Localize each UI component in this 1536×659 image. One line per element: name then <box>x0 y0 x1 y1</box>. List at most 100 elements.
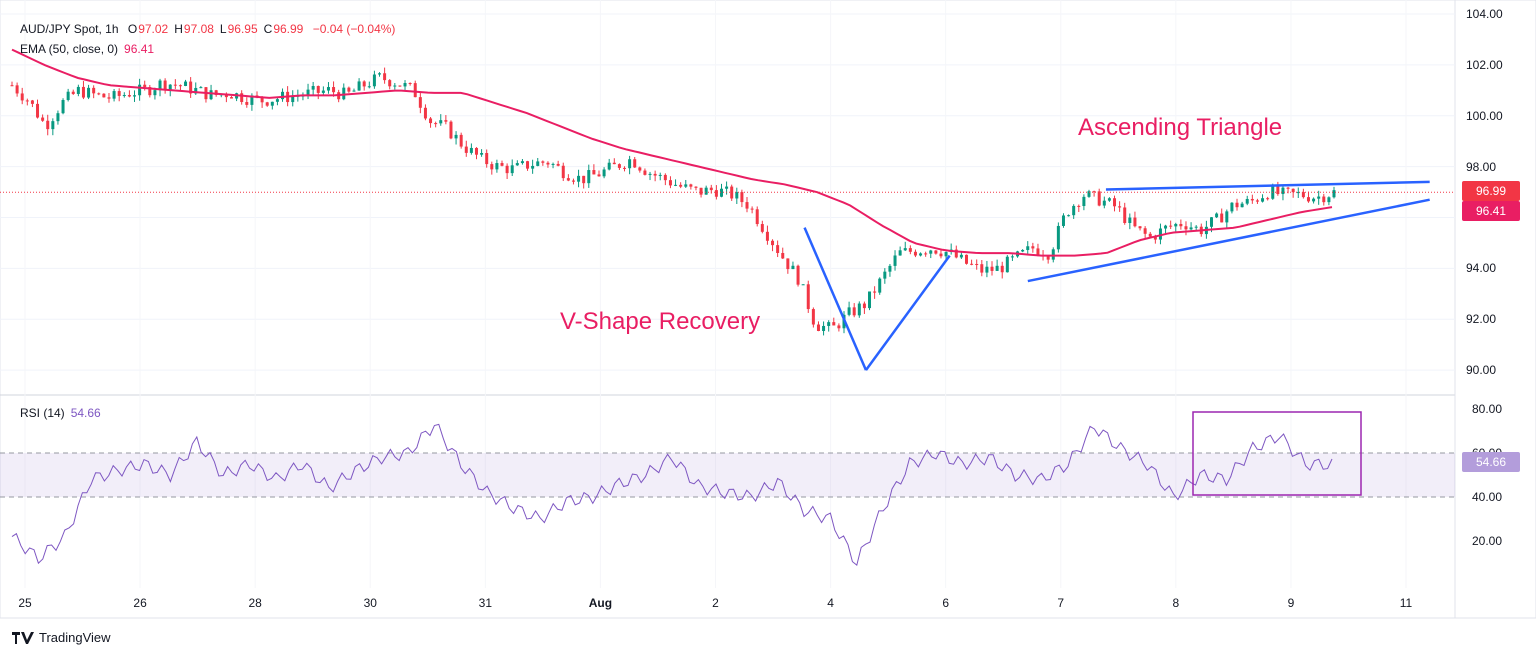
candle-body <box>143 84 147 88</box>
time-tick-label: 30 <box>363 596 377 610</box>
candle-body <box>857 303 861 316</box>
tradingview-logo[interactable]: TradingView <box>12 630 111 645</box>
candle-body <box>214 90 218 95</box>
candle-body <box>71 91 75 94</box>
candle-body <box>81 86 85 98</box>
trendline <box>1027 198 1430 283</box>
candle-body <box>362 81 366 87</box>
candle-body <box>178 85 182 87</box>
candle-body <box>740 192 744 203</box>
candle-body <box>566 178 570 181</box>
brand-name: TradingView <box>39 630 111 645</box>
candle-body <box>1056 225 1060 250</box>
candle-body <box>434 123 438 125</box>
candle-body <box>429 118 433 124</box>
candle-body <box>423 107 427 119</box>
candle-body <box>1118 206 1122 208</box>
candle-body <box>873 291 877 293</box>
candle-body <box>515 163 519 166</box>
candle-body <box>597 174 601 177</box>
candle-body <box>1276 186 1280 195</box>
candle-body <box>1087 191 1091 197</box>
trendline <box>864 254 951 371</box>
rsi-label: RSI (14) <box>20 406 65 420</box>
candle-body <box>1021 249 1025 252</box>
candle-body <box>46 120 50 130</box>
candle-body <box>1128 217 1132 223</box>
candle-body <box>801 284 805 286</box>
ohlc-key: H <box>174 22 183 36</box>
candle-body <box>612 162 616 165</box>
candle-body <box>1072 205 1076 216</box>
time-tick-label: 26 <box>133 596 147 610</box>
candle-body <box>954 249 958 258</box>
candle-body <box>1250 198 1254 201</box>
candle-body <box>551 163 555 165</box>
candle-body <box>679 184 683 187</box>
time-tick-label: 2 <box>712 596 719 610</box>
candle-body <box>617 164 621 168</box>
candle-body <box>699 187 703 195</box>
rsi-header[interactable]: RSI (14) 54.66 <box>20 406 101 420</box>
rsi-value: 54.66 <box>70 406 101 420</box>
candle-body <box>66 91 70 100</box>
candle-body <box>173 84 177 86</box>
candle-body <box>709 187 713 191</box>
candle-body <box>51 121 55 130</box>
rsi-line <box>11 423 1333 566</box>
candle-body <box>561 165 565 179</box>
candle-body <box>714 190 718 197</box>
rsi-band <box>0 452 1455 498</box>
chart-border <box>0 0 1536 619</box>
candle-body <box>1194 226 1198 228</box>
candle-body <box>771 240 775 246</box>
candle-body <box>1209 217 1213 227</box>
candle-body <box>1107 198 1111 201</box>
price-tick-label: 102.00 <box>1466 57 1503 72</box>
candle-body <box>959 254 963 258</box>
candle-body <box>903 248 907 251</box>
candle-body <box>316 86 320 93</box>
candle-body <box>1133 217 1137 227</box>
ohlc-value: 96.99 <box>273 22 304 36</box>
candle-body <box>153 90 157 96</box>
candle-body <box>464 146 468 153</box>
candle-body <box>913 251 917 256</box>
candle-body <box>1245 198 1249 204</box>
price-tick-label: 90.00 <box>1466 363 1497 378</box>
candle-body <box>868 291 872 309</box>
candle-body <box>924 253 928 255</box>
candle-body <box>883 271 887 279</box>
ema-header[interactable]: EMA (50, close, 0) 96.41 <box>20 42 154 56</box>
tradingview-logo-icon <box>12 631 34 644</box>
candle-body <box>102 93 106 98</box>
candle-body <box>311 86 315 90</box>
candle-body <box>556 163 560 166</box>
rsi-band-fill <box>0 453 1455 497</box>
time-tick-label: 25 <box>18 596 32 610</box>
candle-body <box>571 180 575 182</box>
candle-body <box>847 307 851 315</box>
candle-body <box>275 99 279 102</box>
candle-body <box>117 91 121 96</box>
candle-body <box>1286 187 1290 189</box>
candle-body <box>582 175 586 184</box>
candle-body <box>321 90 325 93</box>
time-tick-label: 11 <box>1399 596 1413 610</box>
candle-body <box>1077 205 1081 207</box>
v-shape-label: V-Shape Recovery <box>560 308 761 335</box>
candle-body <box>352 90 356 92</box>
ohlc-value: 97.02 <box>138 22 169 36</box>
candle-body <box>138 84 142 96</box>
candle-body <box>378 73 382 75</box>
candle-body <box>985 266 989 273</box>
candle-body <box>1036 248 1040 256</box>
time-tick-label: Aug <box>588 596 613 610</box>
candle-body <box>546 162 550 165</box>
candle-body <box>628 159 632 169</box>
candle-body <box>505 165 509 174</box>
candle-body <box>240 93 244 103</box>
candle-body <box>536 161 540 166</box>
candle-body <box>10 85 14 87</box>
candle-body <box>229 97 233 99</box>
